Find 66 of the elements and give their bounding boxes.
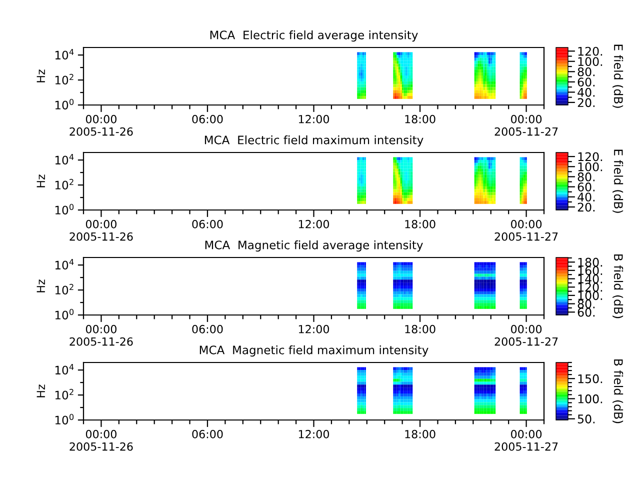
color-bar-label: 80. bbox=[578, 172, 595, 182]
x-tick-label: 00:00 2005-11-27 bbox=[494, 430, 558, 451]
x-tick-label: 00:00 2005-11-27 bbox=[494, 220, 558, 241]
color-bar-label: 100. bbox=[578, 162, 602, 172]
y-tick-label: 10$^{2}$ bbox=[55, 284, 74, 294]
x-tick-label: 06:00 bbox=[192, 220, 223, 228]
y-tick-label: 10$^{0}$ bbox=[55, 204, 74, 214]
color-bar-label: 160. bbox=[578, 266, 602, 276]
color-bar-label: 120. bbox=[578, 46, 602, 56]
y-tick-label: 10$^{0}$ bbox=[55, 308, 74, 320]
x-tick-label: 00:00 2005-11-27 bbox=[494, 114, 558, 136]
color-bar-label: 100. bbox=[578, 394, 602, 404]
y-tick-label: 10$^{4}$ bbox=[55, 49, 74, 60]
color-bar-title: B field (dB) bbox=[612, 359, 624, 424]
x-tick-label: 00:00 2005-11-26 bbox=[70, 220, 133, 241]
x-tick-label: 18:00 bbox=[405, 220, 436, 228]
y-tick-label: 10$^{4}$ bbox=[55, 364, 74, 374]
y-tick-label: 10$^{2}$ bbox=[55, 74, 74, 84]
x-tick-label: 18:00 bbox=[405, 324, 436, 334]
y-axis-title: Hz bbox=[36, 174, 45, 188]
y-tick-label: 10$^{0}$ bbox=[55, 98, 74, 110]
chart-title: MCA Magnetic field maximum intensity bbox=[200, 345, 428, 357]
chart-title: MCA Electric field maximum intensity bbox=[204, 135, 424, 147]
x-tick-label: 00:00 2005-11-26 bbox=[70, 430, 133, 451]
color-bar-label: 180. bbox=[578, 258, 602, 267]
color-bar-label: 140. bbox=[578, 274, 602, 284]
y-axis-title: Hz bbox=[36, 70, 45, 82]
color-bar-title: B field (dB) bbox=[612, 254, 624, 318]
color-bar-label: 40. bbox=[578, 88, 595, 97]
chart-title: MCA Magnetic field average intensity bbox=[205, 240, 423, 252]
color-bar-title: E field (dB) bbox=[612, 150, 624, 213]
x-tick-label: 00:00 2005-11-26 bbox=[70, 324, 133, 346]
y-axis-title: Hz bbox=[36, 384, 45, 398]
color-bar-label: 60. bbox=[578, 182, 595, 192]
color-bar-label: 120. bbox=[578, 152, 602, 162]
color-bar-label: 100. bbox=[578, 57, 602, 66]
x-tick-label: 00:00 2005-11-26 bbox=[70, 114, 133, 136]
x-tick-label: 06:00 bbox=[192, 114, 223, 124]
y-tick-label: 10$^{4}$ bbox=[55, 154, 74, 164]
x-tick-label: 12:00 bbox=[298, 220, 330, 228]
color-bar-label: 60. bbox=[578, 78, 595, 87]
color-bar-label: 120. bbox=[578, 282, 602, 292]
x-tick-label: 12:00 bbox=[298, 324, 330, 334]
color-bar-label: 20. bbox=[578, 202, 595, 212]
y-tick-label: 10$^{4}$ bbox=[55, 259, 74, 270]
color-bar-label: 150. bbox=[578, 374, 602, 384]
x-tick-label: 06:00 bbox=[192, 430, 223, 438]
x-tick-label: 18:00 bbox=[405, 114, 436, 124]
color-bar-label: 80. bbox=[578, 299, 595, 308]
x-tick-label: 12:00 bbox=[298, 430, 330, 438]
y-tick-label: 10$^{2}$ bbox=[55, 178, 74, 190]
x-tick-label: 00:00 2005-11-27 bbox=[494, 324, 558, 346]
color-bar-title: E field (dB) bbox=[612, 44, 624, 108]
x-tick-label: 12:00 bbox=[298, 114, 330, 124]
x-tick-label: 18:00 bbox=[405, 430, 436, 438]
color-bar-label: 100. bbox=[578, 291, 602, 300]
x-tick-label: 06:00 bbox=[192, 324, 223, 334]
chart-title: MCA Electric field average intensity bbox=[210, 30, 418, 42]
y-tick-label: 10$^{0}$ bbox=[55, 414, 74, 424]
color-bar-label: 60. bbox=[578, 308, 595, 317]
color-bar-label: 20. bbox=[578, 98, 595, 108]
color-bar-label: 50. bbox=[578, 414, 595, 424]
color-bar-label: 40. bbox=[578, 192, 595, 202]
y-tick-label: 10$^{2}$ bbox=[55, 388, 74, 400]
color-bar-label: 80. bbox=[578, 67, 595, 76]
y-axis-title: Hz bbox=[36, 280, 45, 292]
